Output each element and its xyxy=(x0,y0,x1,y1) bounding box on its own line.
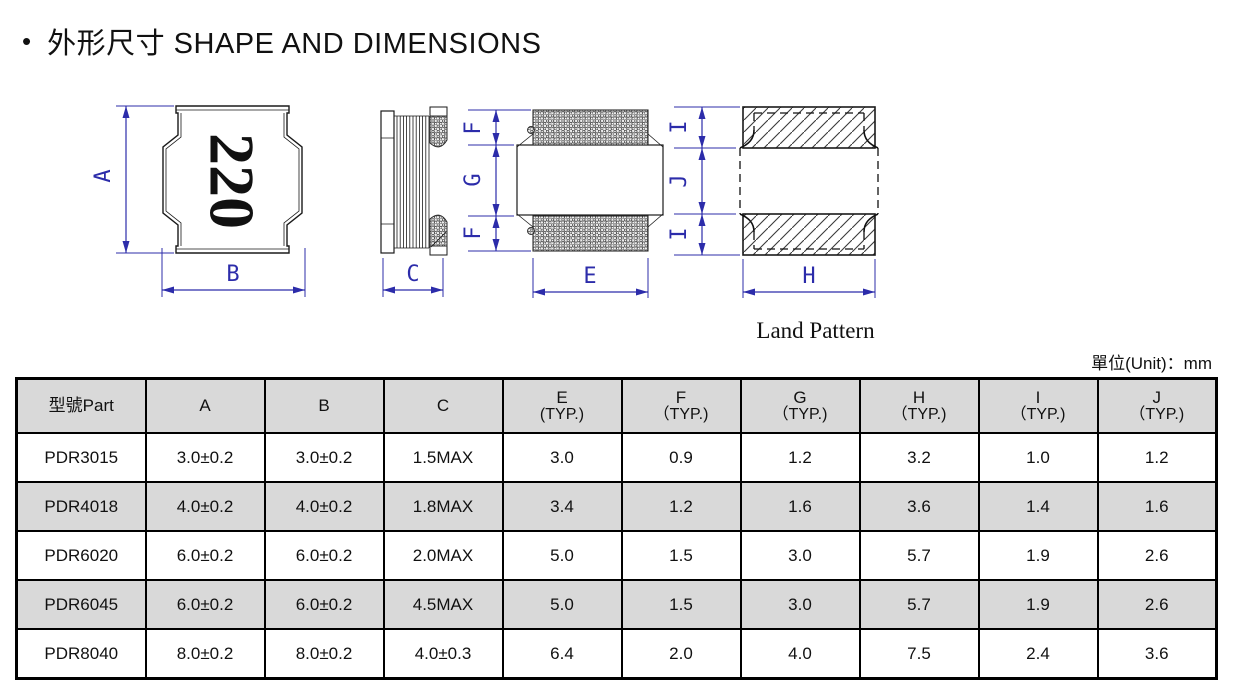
table-cell-h: 5.7 xyxy=(858,579,980,630)
table-cell-g: 4.0 xyxy=(739,628,861,680)
table-cell-g: 3.0 xyxy=(739,579,861,630)
table-header-cell: J （TYP.) xyxy=(1096,377,1218,434)
table-cell-j: 2.6 xyxy=(1096,530,1218,581)
dim-label-F-bottom: F xyxy=(461,226,486,239)
table-header-row: 型號Part A B C E (TYP.) F （TYP.) G （TYP.) H （TYP.) I （T… xyxy=(15,377,1218,434)
table-cell-part: PDR8040 xyxy=(15,628,147,680)
table-header-cell: I （TYP.) xyxy=(977,377,1099,434)
table-cell-c: 2.0MAX xyxy=(382,530,504,581)
table-row: PDR3015 3.0±0.2 3.0±0.2 1.5MAX 3.0 0.9 1.2 3.2 1… xyxy=(15,432,1218,483)
land-pattern-drawing: I J I H xyxy=(667,106,879,298)
table-cell-j: 1.2 xyxy=(1096,432,1218,483)
table-row: PDR4018 4.0±0.2 4.0±0.2 1.8MAX 3.4 1.2 1.6 3.6 1… xyxy=(15,481,1218,532)
dim-label-C: C xyxy=(406,262,419,287)
table-row: PDR6020 6.0±0.2 6.0±0.2 2.0MAX 5.0 1.5 3.0 5.7 1… xyxy=(15,530,1218,581)
table-cell-g: 1.6 xyxy=(739,481,861,532)
bottom-view-drawing: E F G F xyxy=(461,109,664,298)
table-cell-e: 3.4 xyxy=(501,481,623,532)
table-row: PDR6045 6.0±0.2 6.0±0.2 4.5MAX 5.0 1.5 3.0 5.7 1… xyxy=(15,579,1218,630)
table-cell-g: 1.2 xyxy=(739,432,861,483)
table-cell-b: 3.0±0.2 xyxy=(263,432,385,483)
table-cell-c: 4.5MAX xyxy=(382,579,504,630)
table-header-cell: 型號Part xyxy=(15,377,147,434)
table-cell-f: 1.2 xyxy=(620,481,742,532)
table-cell-b: 6.0±0.2 xyxy=(263,530,385,581)
dim-label-I-top: I xyxy=(667,120,692,133)
table-header-cell: B xyxy=(263,377,385,434)
table-header-cell: E (TYP.) xyxy=(501,377,623,434)
table-cell-part: PDR3015 xyxy=(15,432,147,483)
dimensions-table: 型號Part A B C E (TYP.) F （TYP.) G （TYP.) H （TYP.) I （T… xyxy=(15,377,1218,680)
table-cell-i: 2.4 xyxy=(977,628,1099,680)
page-title: 外形尺寸 SHAPE AND DIMENSIONS xyxy=(47,28,542,60)
table-cell-f: 0.9 xyxy=(620,432,742,483)
dim-label-I-bottom: I xyxy=(667,227,692,240)
table-cell-e: 3.0 xyxy=(501,432,623,483)
table-row: PDR8040 8.0±0.2 8.0±0.2 4.0±0.3 6.4 2.0 4.0 7.5… xyxy=(15,628,1218,680)
table-cell-i: 1.4 xyxy=(977,481,1099,532)
land-pattern-caption: Land Pattern xyxy=(756,318,875,343)
table-cell-i: 1.9 xyxy=(977,579,1099,630)
table-cell-f: 1.5 xyxy=(620,579,742,630)
dim-label-F-top: F xyxy=(461,121,486,134)
table-cell-c: 1.8MAX xyxy=(382,481,504,532)
table-cell-h: 7.5 xyxy=(858,628,980,680)
section-title-row: • 外形尺寸 SHAPE AND DIMENSIONS xyxy=(22,20,541,62)
dim-label-G: G xyxy=(461,173,486,186)
table-cell-b: 8.0±0.2 xyxy=(263,628,385,680)
table-cell-a: 6.0±0.2 xyxy=(144,530,266,581)
unit-label: 單位(Unit)：mm xyxy=(1091,354,1212,373)
table-cell-e: 6.4 xyxy=(501,628,623,680)
table-cell-j: 3.6 xyxy=(1096,628,1218,680)
table-header-cell: H （TYP.) xyxy=(858,377,980,434)
table-cell-f: 2.0 xyxy=(620,628,742,680)
table-cell-h: 3.2 xyxy=(858,432,980,483)
front-view-drawing: 220 A B xyxy=(91,105,306,297)
table-cell-c: 4.0±0.3 xyxy=(382,628,504,680)
table-cell-j: 1.6 xyxy=(1096,481,1218,532)
table-cell-b: 4.0±0.2 xyxy=(263,481,385,532)
dim-label-E: E xyxy=(583,264,596,289)
table-cell-b: 6.0±0.2 xyxy=(263,579,385,630)
table-header-cell: C xyxy=(382,377,504,434)
table-cell-h: 5.7 xyxy=(858,530,980,581)
table-cell-a: 4.0±0.2 xyxy=(144,481,266,532)
table-cell-a: 8.0±0.2 xyxy=(144,628,266,680)
dim-label-A: A xyxy=(91,169,116,182)
table-cell-h: 3.6 xyxy=(858,481,980,532)
dim-label-J: J xyxy=(667,174,692,187)
table-cell-g: 3.0 xyxy=(739,530,861,581)
table-cell-e: 5.0 xyxy=(501,579,623,630)
table-header-cell: G （TYP.) xyxy=(739,377,861,434)
table-cell-j: 2.6 xyxy=(1096,579,1218,630)
table-body: PDR3015 3.0±0.2 3.0±0.2 1.5MAX 3.0 0.9 1.2 3.2 1… xyxy=(15,432,1218,680)
table-cell-f: 1.5 xyxy=(620,530,742,581)
table-header-cell: F （TYP.) xyxy=(620,377,742,434)
bullet-icon: • xyxy=(22,26,32,56)
table-cell-i: 1.9 xyxy=(977,530,1099,581)
table-cell-c: 1.5MAX xyxy=(382,432,504,483)
part-marking: 220 xyxy=(197,133,268,229)
table-cell-a: 3.0±0.2 xyxy=(144,432,266,483)
table-header-cell: A xyxy=(144,377,266,434)
table-cell-i: 1.0 xyxy=(977,432,1099,483)
dim-label-H: H xyxy=(802,264,815,289)
table-cell-e: 5.0 xyxy=(501,530,623,581)
table-cell-part: PDR6020 xyxy=(15,530,147,581)
table-cell-a: 6.0±0.2 xyxy=(144,579,266,630)
dim-label-B: B xyxy=(226,262,239,287)
side-view-drawing: C xyxy=(380,106,448,297)
table-cell-part: PDR6045 xyxy=(15,579,147,630)
table-cell-part: PDR4018 xyxy=(15,481,147,532)
